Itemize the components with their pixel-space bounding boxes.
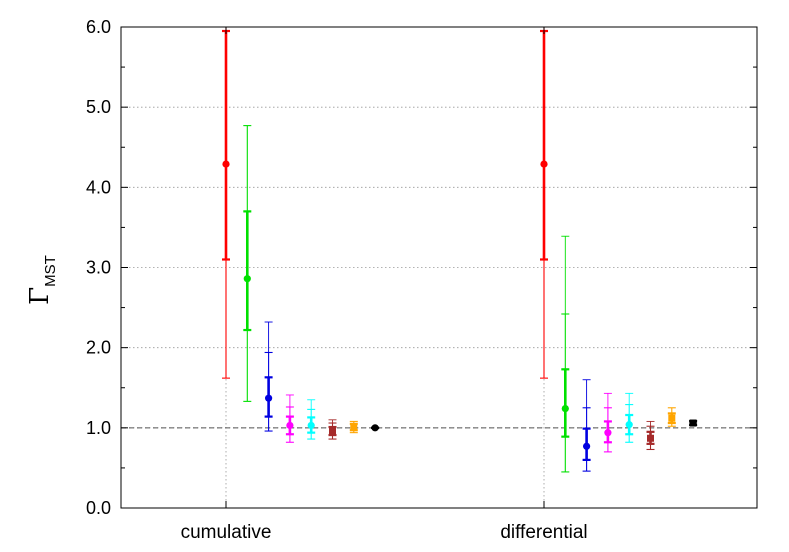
y-tick-label: 4.0 [86,177,111,197]
data-point-marker [647,434,654,442]
series-layer [222,27,698,473]
data-point-marker [286,421,294,430]
y-axis-label-main: Γ [25,287,55,305]
series-4 [307,392,634,443]
data-point-marker [329,427,336,435]
data-point-marker [350,423,358,431]
series-1 [243,125,570,473]
y-tick-label: 6.0 [86,17,111,37]
data-point-marker [222,160,230,168]
grid-layer [121,27,757,508]
series-7 [371,419,698,432]
data-point-marker [604,429,612,437]
series-0 [222,27,548,379]
data-point-marker [625,421,633,429]
x-category-label: cumulative [181,522,272,543]
y-tick-label: 0.0 [86,498,111,518]
data-point-marker [668,414,676,422]
y-tick-label: 2.0 [86,338,111,358]
data-point-marker [307,421,315,430]
x-category-label: differential [500,522,587,543]
data-point-marker [243,275,251,283]
data-point-marker [265,394,273,402]
axis-layer: 0.0 1.0 2.0 3.0 4.0 5.0 6.0 cumulative different… [86,17,757,543]
y-tick-label: 5.0 [86,97,111,117]
series-6 [349,407,676,434]
y-tick-label: 3.0 [86,258,111,278]
data-point-marker [540,160,548,168]
y-axis-label-sub: MST [42,255,59,287]
y-tick-label: 1.0 [86,418,111,438]
y-axis-label: ΓMST [25,255,59,305]
series-5 [328,419,655,451]
data-point-marker [561,404,569,413]
data-point-marker [689,419,697,427]
data-point-marker [371,424,379,432]
series-2 [264,321,591,472]
data-point-marker [583,442,591,450]
series-3 [285,392,612,453]
